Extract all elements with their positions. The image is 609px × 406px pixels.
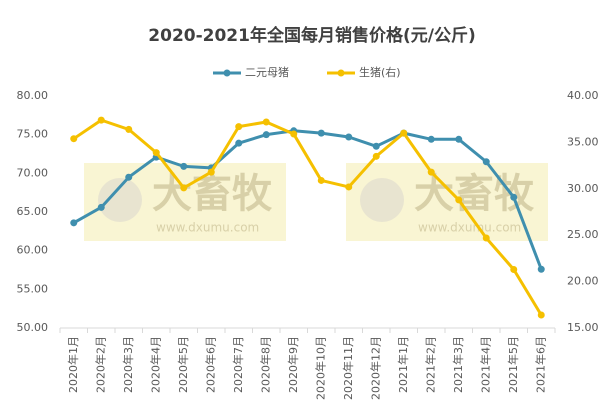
x-tick-label: 2020年4月 <box>148 336 162 393</box>
series-point <box>317 129 325 137</box>
x-tick-label: 2021年5月 <box>506 336 520 393</box>
series-point <box>372 152 380 160</box>
legend-label: 生猪(右) <box>359 65 401 79</box>
y2-tick-label: 25.00 <box>567 228 599 241</box>
series-point <box>317 176 325 184</box>
series-point <box>372 142 380 150</box>
watermark-url: www.dxumu.com <box>156 221 259 235</box>
y-tick-label: 80.00 <box>17 89 49 102</box>
x-tick-label: 2021年2月 <box>423 336 437 393</box>
series-point <box>70 219 78 227</box>
watermark-text: 大畜牧 <box>414 171 535 217</box>
series-point <box>262 118 270 126</box>
x-tick-label: 2020年7月 <box>231 336 245 393</box>
watermark-url: www.dxumu.com <box>418 221 521 235</box>
y-tick-label: 70.00 <box>17 166 49 179</box>
series-point <box>125 125 133 133</box>
x-tick-label: 2021年6月 <box>533 336 547 393</box>
series-point <box>235 139 243 147</box>
series-point <box>510 193 518 201</box>
series-point <box>235 123 243 131</box>
series-point <box>455 135 463 143</box>
x-tick-label: 2020年1月 <box>66 336 80 393</box>
series-point <box>427 168 435 176</box>
x-tick-label: 2021年1月 <box>396 336 410 393</box>
y2-tick-label: 15.00 <box>567 321 599 334</box>
series-point <box>180 162 188 170</box>
series-point <box>152 149 160 157</box>
y2-tick-label: 35.00 <box>567 135 599 148</box>
x-tick-label: 2020年6月 <box>203 336 217 393</box>
series-point <box>510 266 518 274</box>
series-point <box>262 131 270 139</box>
series-point <box>482 158 490 166</box>
series-line <box>73 129 543 270</box>
legend-marker <box>223 69 231 77</box>
x-tick-label: 2020年12月 <box>368 336 382 400</box>
legend-label: 二元母猪 <box>245 66 289 79</box>
watermark-logo <box>98 178 142 222</box>
watermark-text: 大畜牧 <box>152 171 273 217</box>
x-tick-label: 2020年3月 <box>121 336 135 393</box>
series-point <box>97 116 105 124</box>
y-tick-label: 60.00 <box>17 244 49 257</box>
series-point <box>70 135 78 143</box>
legend-marker <box>337 69 345 77</box>
x-tick-label: 2020年10月 <box>313 336 327 400</box>
series-point <box>125 173 133 181</box>
series-point <box>427 135 435 143</box>
series-point <box>207 168 215 176</box>
series-point <box>482 234 490 242</box>
y-tick-label: 65.00 <box>17 205 49 218</box>
series-point <box>97 203 105 211</box>
chart-title: 2020-2021年全国每月销售价格(元/公斤) <box>148 25 475 46</box>
y2-tick-label: 40.00 <box>567 89 599 102</box>
y2-tick-label: 30.00 <box>567 182 599 195</box>
y2-tick-label: 20.00 <box>567 275 599 288</box>
y-tick-label: 50.00 <box>17 321 49 334</box>
x-tick-label: 2020年8月 <box>258 336 272 393</box>
series-line <box>72 118 543 316</box>
x-tick-label: 2020年11月 <box>341 336 355 400</box>
y-tick-label: 75.00 <box>17 128 49 141</box>
x-tick-label: 2020年5月 <box>176 336 190 393</box>
series-point <box>455 196 463 204</box>
watermark-logo <box>360 178 404 222</box>
x-tick-label: 2020年2月 <box>93 336 107 393</box>
x-tick-label: 2021年4月 <box>478 336 492 393</box>
x-tick-label: 2021年3月 <box>451 336 465 393</box>
x-tick-label: 2020年9月 <box>286 336 300 393</box>
series-point <box>345 183 353 191</box>
series-point <box>345 133 353 141</box>
series-point <box>290 130 298 138</box>
series-point <box>537 265 545 273</box>
series-point <box>400 129 408 137</box>
series-point <box>537 311 545 319</box>
y-tick-label: 55.00 <box>17 282 49 295</box>
series-point <box>180 184 188 192</box>
